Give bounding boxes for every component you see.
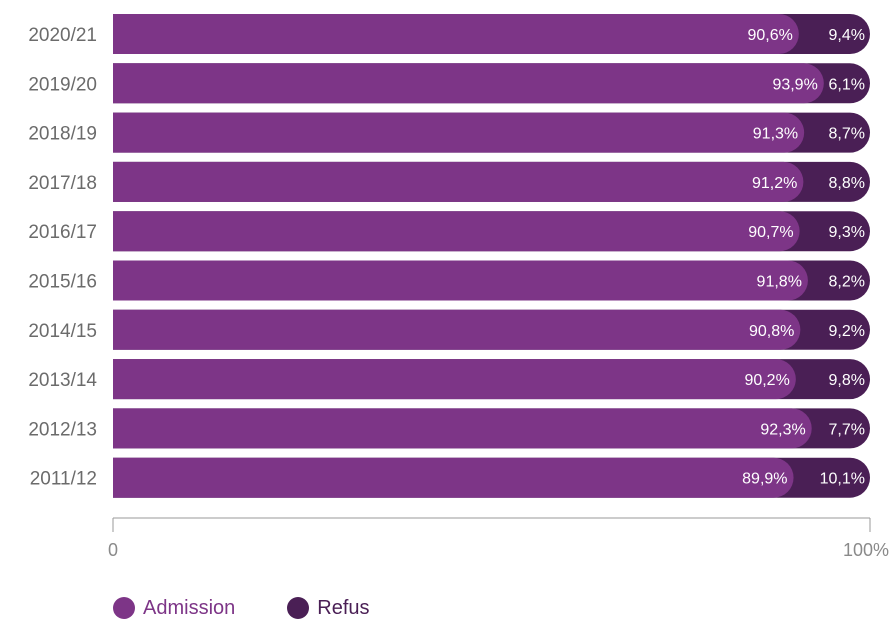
data-label-admission: 91,2% bbox=[752, 175, 797, 192]
category-label: 2015/16 bbox=[28, 272, 97, 293]
legend-swatch-admission bbox=[113, 597, 135, 619]
bar-admission bbox=[113, 14, 799, 54]
data-label-admission: 90,8% bbox=[749, 323, 794, 340]
data-label-refus: 6,1% bbox=[829, 76, 865, 93]
x-tick-label: 100% bbox=[843, 540, 889, 560]
data-label-refus: 8,7% bbox=[829, 126, 865, 143]
category-label: 2016/17 bbox=[28, 222, 97, 243]
legend-item-refus: Refus bbox=[287, 596, 370, 620]
data-label-admission: 90,6% bbox=[747, 27, 792, 44]
bar-admission bbox=[113, 260, 808, 301]
bar-admission bbox=[113, 309, 801, 350]
category-label: 2018/19 bbox=[28, 124, 97, 145]
data-label-admission: 91,3% bbox=[753, 126, 798, 143]
chart-canvas: 2020/21 90,6% 9,4% 2019/20 93,9% 6,1% 2018/19 9… bbox=[28, 14, 889, 560]
legend-label-admission: Admission bbox=[143, 597, 236, 619]
data-label-refus: 9,8% bbox=[829, 372, 865, 389]
data-label-admission: 93,9% bbox=[772, 76, 817, 93]
category-label: 2020/21 bbox=[28, 25, 97, 46]
bar-admission bbox=[113, 457, 794, 498]
data-label-refus: 10,1% bbox=[820, 471, 865, 488]
category-label: 2013/14 bbox=[28, 370, 97, 391]
data-label-admission: 92,3% bbox=[760, 421, 805, 438]
category-label: 2019/20 bbox=[28, 74, 97, 95]
category-label: 2012/13 bbox=[28, 419, 97, 440]
bar-admission bbox=[113, 359, 796, 400]
data-label-refus: 7,7% bbox=[829, 421, 865, 438]
bar-admission bbox=[113, 211, 800, 252]
legend-label-refus: Refus bbox=[317, 597, 370, 619]
category-label: 2017/18 bbox=[28, 173, 97, 194]
data-label-refus: 8,2% bbox=[829, 274, 865, 291]
bar-admission bbox=[113, 161, 804, 202]
data-label-admission: 90,7% bbox=[748, 224, 793, 241]
bar-admission bbox=[113, 408, 812, 449]
legend-item-admission: Admission bbox=[113, 596, 235, 620]
legend-swatch-refus bbox=[287, 597, 310, 619]
data-label-admission: 91,8% bbox=[757, 274, 802, 291]
x-tick-label: 0 bbox=[108, 540, 118, 560]
data-label-refus: 9,2% bbox=[829, 323, 865, 340]
legend: Admission Refus bbox=[113, 596, 422, 620]
data-label-admission: 89,9% bbox=[742, 471, 787, 488]
data-label-refus: 9,3% bbox=[829, 224, 865, 241]
bar-admission bbox=[113, 112, 805, 153]
category-label: 2011/12 bbox=[30, 469, 97, 490]
data-label-refus: 9,4% bbox=[829, 27, 865, 44]
data-label-admission: 90,2% bbox=[744, 372, 789, 389]
bar-admission bbox=[113, 63, 824, 104]
data-label-refus: 8,8% bbox=[829, 175, 865, 192]
category-label: 2014/15 bbox=[28, 321, 97, 342]
